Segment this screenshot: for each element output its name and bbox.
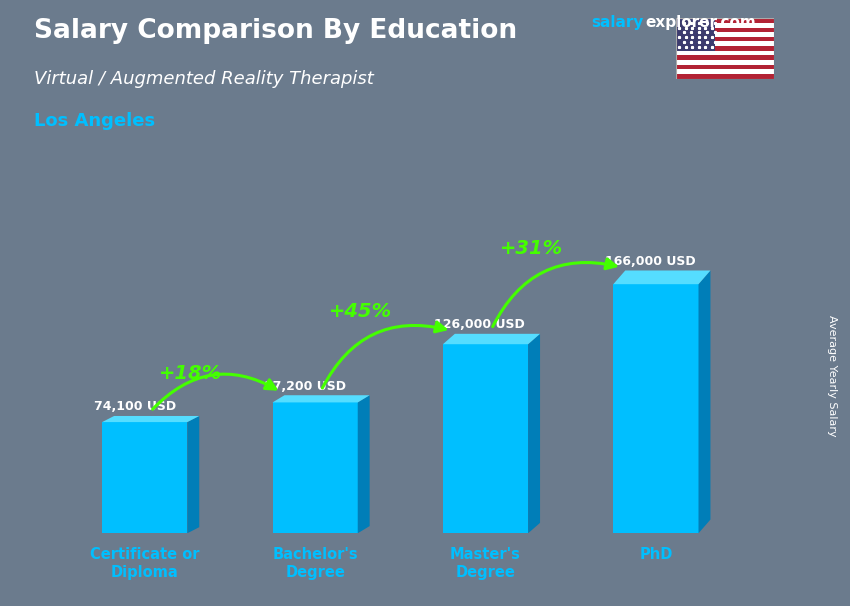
Bar [676,27,774,32]
Bar [676,18,774,23]
Polygon shape [699,270,711,533]
Bar [676,32,774,37]
Bar [676,60,774,65]
Polygon shape [443,334,540,344]
Polygon shape [102,416,199,422]
Text: 87,200 USD: 87,200 USD [264,380,346,393]
Polygon shape [187,416,199,533]
Bar [676,41,774,46]
Bar [676,65,774,70]
Text: explorer.com: explorer.com [645,15,756,30]
Polygon shape [273,395,370,402]
Polygon shape [358,395,370,533]
Polygon shape [528,334,540,533]
Text: Average Yearly Salary: Average Yearly Salary [827,315,837,436]
Text: +31%: +31% [500,239,563,258]
Bar [676,74,774,79]
Text: Salary Comparison By Education: Salary Comparison By Education [34,18,517,44]
Bar [676,70,774,74]
Text: 166,000 USD: 166,000 USD [605,255,695,268]
Text: 74,100 USD: 74,100 USD [94,401,176,413]
Bar [676,46,774,51]
Bar [676,51,774,56]
Text: +45%: +45% [329,302,392,321]
Bar [676,18,715,51]
Polygon shape [102,422,187,533]
Text: salary: salary [591,15,643,30]
Polygon shape [614,270,711,284]
Text: 126,000 USD: 126,000 USD [434,318,525,331]
Text: +18%: +18% [159,364,222,382]
Polygon shape [273,402,358,533]
Bar [676,37,774,41]
Text: Virtual / Augmented Reality Therapist: Virtual / Augmented Reality Therapist [34,70,374,88]
Polygon shape [443,344,528,533]
Bar [676,56,774,60]
Polygon shape [614,284,699,533]
Bar [676,23,774,27]
Text: Los Angeles: Los Angeles [34,112,155,130]
